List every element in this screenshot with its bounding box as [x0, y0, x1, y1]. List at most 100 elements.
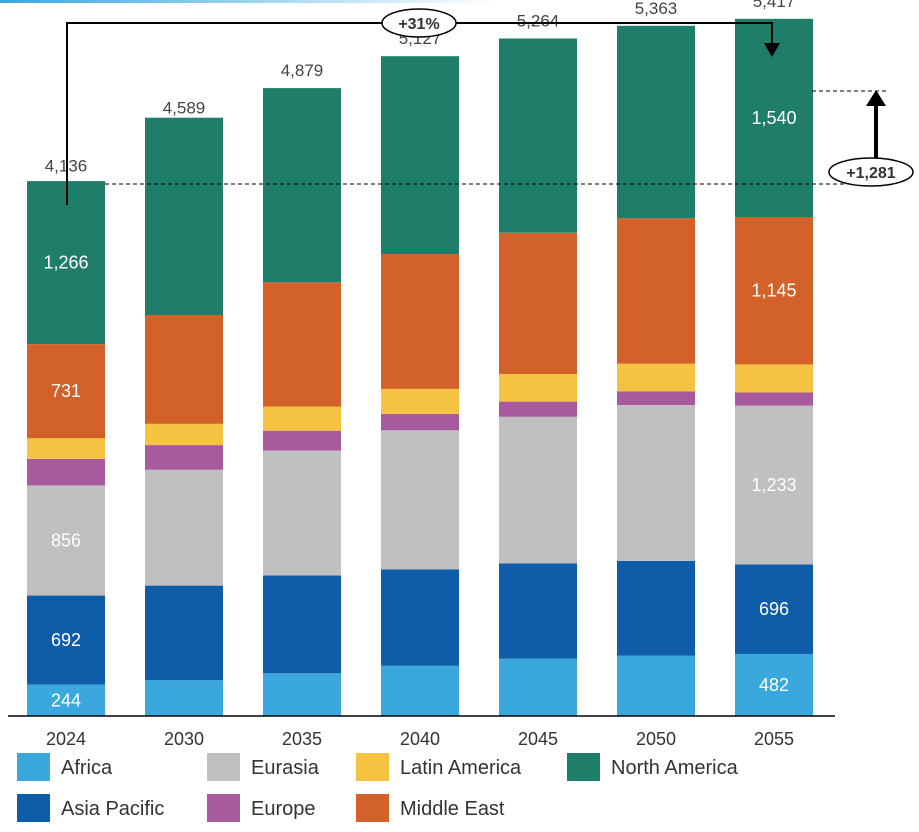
legend-item-asia-pacific: Asia Pacific — [17, 794, 164, 822]
top-accent-stripe — [0, 0, 500, 3]
bar-segment-eurasia-2045 — [499, 416, 577, 564]
bar-segment-middle-east-2030 — [145, 315, 223, 424]
segment-label-eurasia-2055: 1,233 — [751, 475, 796, 495]
segment-label-north-america-2055: 1,540 — [751, 108, 796, 128]
bar-segment-north-america-2045 — [499, 38, 577, 233]
growth-bracket-arrowhead — [764, 43, 780, 57]
bar-segment-europe-2035 — [263, 430, 341, 451]
legend-label-north-america: North America — [611, 757, 739, 779]
legend-label-latin-america: Latin America — [400, 757, 522, 779]
total-label-2055: 5,417 — [753, 0, 796, 11]
growth-up-arrowhead — [866, 90, 886, 106]
bar-segment-eurasia-2050 — [617, 405, 695, 561]
total-label-2050: 5,363 — [635, 0, 678, 18]
legend-label-middle-east: Middle East — [400, 798, 505, 820]
bar-segment-eurasia-2024 — [27, 485, 105, 596]
x-tick-2040: 2040 — [400, 729, 440, 749]
bar-segment-asia-pacific-2035 — [263, 575, 341, 674]
bar-segment-africa-2030 — [145, 680, 223, 716]
legend-label-africa: Africa — [61, 757, 113, 779]
bar-segment-middle-east-2055 — [735, 217, 813, 365]
legend-item-middle-east: Middle East — [356, 794, 505, 822]
bar-segment-middle-east-2040 — [381, 254, 459, 389]
bar-segment-north-america-2035 — [263, 88, 341, 283]
bar-segment-latin-america-2030 — [145, 423, 223, 446]
bar-segment-latin-america-2055 — [735, 364, 813, 393]
segment-label-asia-pacific-2055: 696 — [759, 599, 789, 619]
bar-segment-eurasia-2030 — [145, 469, 223, 586]
legend-item-africa: Africa — [17, 753, 113, 781]
bar-segment-latin-america-2024 — [27, 438, 105, 459]
bar-segment-asia-pacific-2045 — [499, 563, 577, 659]
x-tick-2045: 2045 — [518, 729, 558, 749]
bar-segment-eurasia-2040 — [381, 430, 459, 570]
legend-swatch-africa — [17, 753, 50, 781]
bar-segment-latin-america-2035 — [263, 406, 341, 431]
legend-swatch-middle-east — [356, 794, 389, 822]
bar-segment-africa-2055 — [735, 654, 813, 716]
bar-segment-africa-2040 — [381, 665, 459, 716]
total-label-2030: 4,589 — [163, 98, 206, 117]
total-label-2035: 4,879 — [281, 61, 324, 80]
legend-item-eurasia: Eurasia — [207, 753, 320, 781]
legend: Africa Eurasia Latin America North America A… — [17, 753, 739, 822]
legend-swatch-north-america — [567, 753, 600, 781]
x-tick-2055: 2055 — [754, 729, 794, 749]
bar-segment-eurasia-2035 — [263, 450, 341, 576]
bar-segment-europe-2050 — [617, 391, 695, 406]
bar-segment-africa-2024 — [27, 684, 105, 716]
x-tick-2050: 2050 — [636, 729, 676, 749]
bar-segment-europe-2030 — [145, 445, 223, 470]
bar-segment-asia-pacific-2024 — [27, 595, 105, 685]
bar-segment-asia-pacific-2030 — [145, 585, 223, 681]
growth-absolute-callout: +1,281 — [105, 90, 914, 187]
segment-label-eurasia-2024: 856 — [51, 531, 81, 551]
segment-label-north-america-2024: 1,266 — [43, 253, 88, 273]
legend-label-eurasia: Eurasia — [251, 757, 320, 779]
legend-swatch-eurasia — [207, 753, 240, 781]
bar-segment-north-america-2024 — [27, 181, 105, 344]
bar-segment-latin-america-2040 — [381, 388, 459, 414]
total-label-2045: 5,264 — [517, 12, 560, 31]
x-tick-2035: 2035 — [282, 729, 322, 749]
legend-swatch-europe — [207, 794, 240, 822]
bar-segment-middle-east-2035 — [263, 282, 341, 407]
legend-item-north-america: North America — [567, 753, 739, 781]
bar-segment-asia-pacific-2050 — [617, 560, 695, 656]
bar-segment-africa-2045 — [499, 658, 577, 716]
bar-segment-africa-2035 — [263, 673, 341, 716]
bar-segment-eurasia-2055 — [735, 405, 813, 565]
segment-labels-layer: 244 692 856 731 1,266 482 696 1,233 1,145 1,540 — [43, 108, 796, 710]
bar-segment-middle-east-2024 — [27, 344, 105, 439]
bar-segment-europe-2024 — [27, 458, 105, 486]
bar-segment-europe-2040 — [381, 413, 459, 431]
segment-label-middle-east-2055: 1,145 — [751, 281, 796, 301]
segment-label-africa-2024: 244 — [51, 690, 81, 710]
bar-segment-north-america-2050 — [617, 25, 695, 219]
segment-label-middle-east-2024: 731 — [51, 381, 81, 401]
bar-segment-latin-america-2045 — [499, 373, 577, 402]
bar-segment-north-america-2030 — [145, 117, 223, 315]
growth-percent-ellipse — [381, 8, 457, 38]
bar-segment-europe-2055 — [735, 392, 813, 406]
legend-swatch-asia-pacific — [17, 794, 50, 822]
bar-segment-africa-2050 — [617, 655, 695, 716]
legend-item-latin-america: Latin America — [356, 753, 522, 781]
legend-label-asia-pacific: Asia Pacific — [61, 798, 164, 820]
growth-percent-label: +31% — [398, 16, 439, 33]
bars-layer — [27, 18, 813, 716]
growth-percent-callout: +31% — [66, 8, 780, 205]
legend-label-europe: Europe — [251, 798, 316, 820]
bar-segment-north-america-2040 — [381, 56, 459, 255]
segment-label-africa-2055: 482 — [759, 675, 789, 695]
legend-swatch-latin-america — [356, 753, 389, 781]
bar-segment-middle-east-2045 — [499, 232, 577, 374]
x-tick-2024: 2024 — [46, 729, 86, 749]
legend-item-europe: Europe — [207, 794, 316, 822]
growth-absolute-ellipse — [828, 157, 914, 187]
bar-segment-europe-2045 — [499, 401, 577, 417]
bar-segment-asia-pacific-2055 — [735, 564, 813, 654]
x-tick-labels: 2024 2030 2035 2040 2045 2050 2055 — [46, 729, 794, 749]
bar-segment-latin-america-2050 — [617, 363, 695, 392]
